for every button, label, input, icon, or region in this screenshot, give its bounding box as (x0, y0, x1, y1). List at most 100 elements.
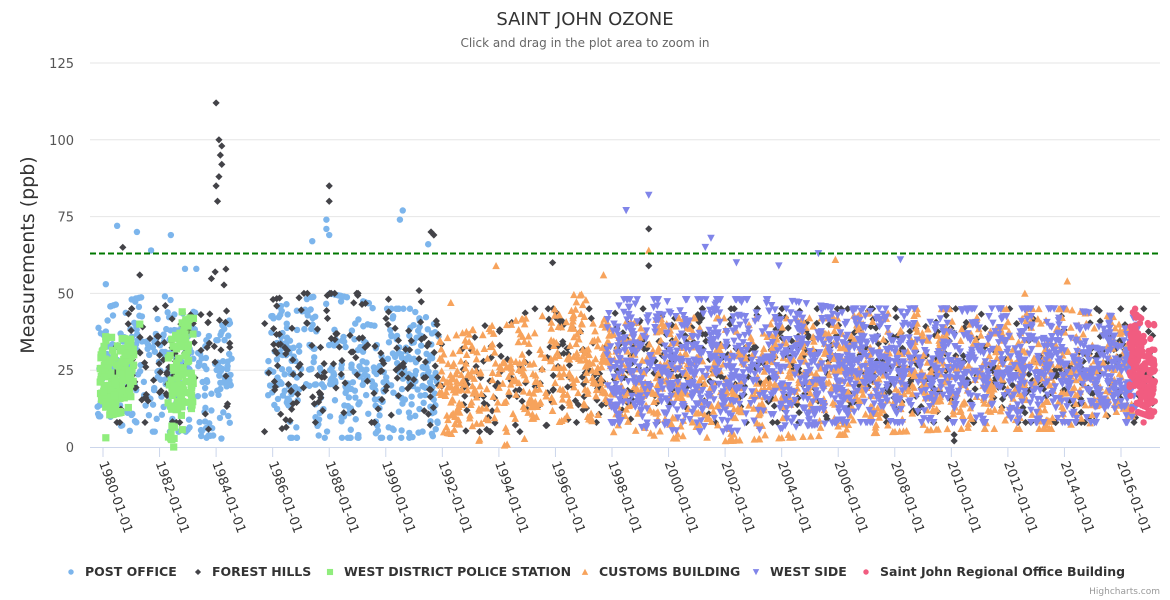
data-point[interactable] (795, 408, 803, 417)
data-point[interactable] (271, 347, 279, 355)
data-point[interactable] (369, 383, 376, 391)
data-point[interactable] (408, 393, 415, 400)
data-point[interactable] (952, 401, 960, 409)
data-point[interactable] (664, 322, 673, 330)
data-point[interactable] (433, 320, 441, 329)
data-point[interactable] (607, 357, 616, 365)
data-point[interactable] (1055, 304, 1063, 313)
data-point[interactable] (672, 322, 680, 330)
data-point[interactable] (669, 400, 678, 408)
data-point[interactable] (404, 384, 412, 393)
data-point[interactable] (620, 388, 628, 396)
data-point[interactable] (550, 311, 559, 319)
data-point[interactable] (208, 390, 215, 397)
data-point[interactable] (520, 357, 529, 365)
data-point[interactable] (1085, 386, 1094, 395)
data-point[interactable] (1105, 387, 1113, 395)
data-point[interactable] (777, 343, 785, 351)
data-point[interactable] (468, 326, 477, 334)
data-point[interactable] (179, 370, 187, 379)
data-point[interactable] (449, 349, 457, 357)
data-point[interactable] (1055, 314, 1063, 322)
data-point[interactable] (136, 333, 144, 341)
data-point[interactable] (691, 364, 700, 372)
data-point[interactable] (673, 406, 681, 414)
data-point[interactable] (989, 319, 997, 327)
data-point[interactable] (778, 305, 786, 313)
data-point[interactable] (326, 380, 334, 388)
data-point[interactable] (814, 363, 822, 371)
data-point[interactable] (898, 399, 906, 407)
data-point[interactable] (665, 405, 673, 413)
data-point[interactable] (1117, 305, 1125, 313)
data-point[interactable] (737, 357, 745, 365)
data-point[interactable] (900, 374, 908, 382)
data-point[interactable] (798, 314, 807, 322)
data-point[interactable] (913, 319, 921, 327)
data-point[interactable] (735, 333, 744, 341)
data-point[interactable] (1130, 418, 1138, 427)
data-point[interactable] (476, 382, 484, 390)
data-point[interactable] (1090, 324, 1099, 332)
data-point[interactable] (997, 351, 1006, 359)
data-point[interactable] (676, 307, 684, 315)
data-point[interactable] (492, 261, 500, 270)
data-point[interactable] (555, 311, 564, 319)
data-point[interactable] (1014, 384, 1023, 392)
data-point[interactable] (483, 385, 491, 393)
data-point[interactable] (771, 313, 779, 322)
data-point[interactable] (1067, 391, 1075, 399)
data-point[interactable] (688, 323, 696, 332)
data-point[interactable] (283, 346, 291, 354)
data-point[interactable] (359, 381, 366, 389)
data-point[interactable] (1038, 336, 1046, 344)
data-point[interactable] (472, 388, 480, 396)
data-point[interactable] (694, 311, 702, 319)
data-point[interactable] (528, 414, 536, 422)
data-point[interactable] (505, 387, 513, 395)
data-point[interactable] (906, 343, 915, 351)
data-point[interactable] (1054, 358, 1063, 366)
data-point[interactable] (395, 305, 402, 312)
data-point[interactable] (833, 312, 842, 320)
data-point[interactable] (934, 353, 943, 361)
data-point[interactable] (661, 395, 670, 403)
data-point[interactable] (177, 411, 185, 419)
data-point[interactable] (795, 311, 804, 319)
data-point[interactable] (512, 387, 520, 395)
data-point[interactable] (898, 334, 907, 343)
data-point[interactable] (216, 372, 223, 379)
data-point[interactable] (850, 390, 859, 398)
data-point[interactable] (949, 410, 958, 418)
data-point[interactable] (714, 329, 722, 337)
data-point[interactable] (835, 362, 844, 370)
data-point[interactable] (260, 428, 269, 436)
data-point[interactable] (751, 370, 759, 378)
data-point[interactable] (945, 357, 954, 365)
data-point[interactable] (463, 406, 471, 414)
data-point[interactable] (734, 403, 743, 411)
data-point[interactable] (1092, 380, 1101, 388)
data-point[interactable] (872, 420, 880, 429)
data-point[interactable] (956, 406, 965, 414)
data-point[interactable] (1022, 309, 1031, 318)
data-point[interactable] (519, 387, 528, 395)
data-point[interactable] (644, 312, 653, 320)
data-point[interactable] (1105, 329, 1114, 337)
data-point[interactable] (911, 342, 919, 351)
data-point[interactable] (833, 322, 841, 330)
data-point[interactable] (635, 399, 644, 407)
data-point[interactable] (1048, 413, 1057, 422)
data-point[interactable] (868, 317, 877, 325)
data-point[interactable] (1013, 320, 1021, 328)
data-point[interactable] (1099, 358, 1107, 366)
data-point[interactable] (1116, 377, 1124, 385)
data-point[interactable] (939, 391, 947, 399)
data-point[interactable] (684, 380, 693, 388)
data-point[interactable] (273, 405, 281, 413)
data-point[interactable] (551, 378, 559, 387)
data-point[interactable] (95, 324, 102, 332)
data-point[interactable] (1084, 350, 1092, 359)
data-point[interactable] (189, 314, 198, 322)
data-point[interactable] (1051, 418, 1060, 427)
